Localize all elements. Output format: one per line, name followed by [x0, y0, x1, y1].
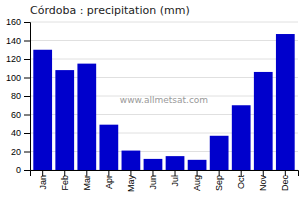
tick-label: 160	[6, 17, 21, 27]
tick-label: Jul	[170, 175, 180, 187]
tick-label: 100	[6, 73, 21, 83]
tick-label: Nov	[258, 175, 268, 192]
tick: 140	[6, 36, 30, 46]
grid-line	[30, 22, 298, 23]
tick: Nov	[258, 170, 268, 191]
tick-mark	[24, 41, 30, 42]
tick: Oct	[236, 170, 246, 189]
tick-label: Feb	[60, 175, 70, 191]
tick-mark	[24, 115, 30, 116]
tick: 120	[6, 54, 30, 64]
bar	[33, 50, 52, 170]
x-axis: Jan Feb Mar Apr May Jun Jul Aug Sep Oct Nov Dec	[31, 170, 299, 192]
tick: Mar	[82, 170, 92, 191]
bar	[276, 34, 295, 170]
bar	[232, 105, 251, 170]
bar	[210, 136, 229, 170]
tick-label: 120	[6, 54, 21, 64]
tick-mark	[24, 22, 30, 23]
bar	[99, 125, 118, 170]
tick-label: 40	[11, 128, 21, 138]
tick: Jul	[170, 170, 180, 187]
tick-label: Aug	[192, 175, 202, 191]
tick-mark	[24, 59, 30, 60]
watermark: www.allmetsat.com	[120, 95, 208, 105]
tick-label: Jun	[148, 175, 158, 190]
bar	[188, 160, 207, 170]
tick: Sep	[214, 170, 224, 191]
tick-label: Oct	[236, 175, 246, 190]
bar	[254, 72, 273, 170]
tick: Apr	[104, 170, 114, 189]
y-axis: 0 20 40 60 80 100 120 140 160	[6, 17, 31, 175]
tick-label: Mar	[82, 175, 92, 191]
tick-mark	[24, 78, 30, 79]
tick-label: 140	[6, 36, 21, 46]
bar	[144, 159, 163, 170]
tick-label: 20	[11, 147, 21, 157]
tick: 100	[6, 73, 30, 83]
tick-label: Apr	[104, 175, 114, 189]
grid-line	[30, 40, 298, 41]
tick-mark	[24, 133, 30, 134]
bar	[166, 156, 185, 170]
tick-label: Sep	[214, 175, 224, 191]
tick: Jun	[148, 170, 158, 190]
axis-line	[24, 23, 31, 171]
bar	[77, 64, 96, 170]
tick: 0	[16, 165, 30, 175]
tick: 60	[11, 110, 30, 120]
tick-label: May	[126, 175, 136, 193]
tick-label: Jan	[38, 175, 48, 190]
grid	[30, 22, 298, 170]
bar	[55, 70, 74, 170]
tick: May	[126, 170, 136, 192]
title: Córdoba : precipitation (mm)	[30, 4, 190, 17]
tick: 40	[11, 128, 30, 138]
tick-mark	[24, 152, 30, 153]
tick-label: 80	[11, 91, 21, 101]
bars	[33, 34, 294, 170]
tick: 80	[11, 91, 30, 101]
tick: 160	[6, 17, 30, 27]
plot: 020406080100120140160JanFebMarAprMayJunJ…	[6, 17, 299, 192]
bar	[122, 151, 141, 170]
tick: Aug	[192, 170, 202, 191]
tick: Jan	[38, 170, 48, 190]
tick-mark	[24, 170, 30, 171]
tick: Dec	[280, 170, 290, 191]
tick-label: 0	[16, 165, 21, 175]
tick: 20	[11, 147, 30, 157]
grid-line	[30, 59, 298, 60]
tick-mark	[24, 96, 30, 97]
tick: Feb	[60, 170, 70, 191]
tick-label: Dec	[280, 175, 290, 192]
tick-label: 60	[11, 110, 21, 120]
chart: 020406080100120140160JanFebMarAprMayJunJ…	[0, 0, 306, 200]
